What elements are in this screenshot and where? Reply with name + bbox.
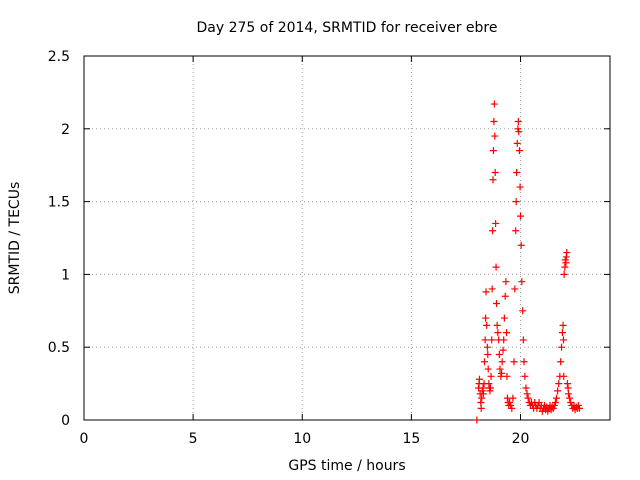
data-point: [563, 249, 571, 257]
y-tick-label: 0: [61, 413, 70, 429]
y-tick-label: 1.5: [48, 195, 70, 211]
data-point: [516, 183, 524, 191]
data-point: [560, 270, 568, 278]
data-point: [484, 365, 492, 373]
data-point: [559, 321, 567, 329]
data-point: [499, 346, 507, 354]
data-point: [491, 168, 499, 176]
data-point: [479, 390, 487, 398]
data-point: [481, 358, 489, 366]
data-point: [512, 227, 520, 235]
data-point: [482, 288, 490, 296]
data-point: [522, 384, 530, 392]
data-point: [488, 336, 496, 344]
data-point: [489, 227, 497, 235]
data-point: [560, 372, 568, 380]
y-tick-label: 2.5: [48, 49, 70, 65]
data-point: [495, 350, 503, 358]
data-point: [512, 198, 520, 206]
data-point: [554, 387, 562, 395]
x-tick-label: 20: [512, 431, 530, 447]
data-point: [520, 358, 528, 366]
data-point: [492, 263, 500, 271]
data-point: [514, 118, 522, 126]
grid-lines: [84, 56, 610, 420]
data-point: [485, 380, 493, 388]
y-tick-label: 1: [61, 267, 70, 283]
x-axis-label: GPS time / hours: [288, 458, 405, 474]
data-point: [519, 307, 527, 315]
y-axis-label: SRMTID / TECUs: [7, 182, 23, 295]
x-tick-label: 10: [293, 431, 311, 447]
data-point: [503, 372, 511, 380]
data-point: [553, 394, 561, 402]
data-point: [478, 394, 486, 402]
data-point: [508, 404, 516, 412]
plot-border: [83, 55, 611, 421]
data-point: [563, 380, 571, 388]
data-point: [489, 176, 497, 184]
data-point: [492, 219, 500, 227]
data-point: [509, 394, 517, 402]
axis-ticks: 0 5 10 15 20 0 0.5 1 1.5 2 2.5: [48, 49, 610, 447]
data-point: [557, 358, 565, 366]
data-point: [483, 321, 491, 329]
data-point: [521, 372, 529, 380]
chart-title: Day 275 of 2014, SRMTID for receiver ebr…: [197, 20, 498, 36]
data-point: [502, 278, 510, 286]
data-point: [488, 285, 496, 293]
data-point: [475, 375, 483, 383]
data-point: [489, 147, 497, 155]
x-tick-label: 5: [189, 431, 198, 447]
data-point: [496, 365, 504, 373]
data-point: [473, 416, 481, 424]
data-point: [515, 128, 523, 136]
data-point: [501, 292, 509, 300]
data-point: [558, 343, 566, 351]
data-point: [518, 278, 526, 286]
data-point: [494, 329, 502, 337]
data-point: [555, 380, 563, 388]
y-tick-label: 0.5: [48, 340, 70, 356]
data-point: [483, 343, 491, 351]
data-point: [519, 336, 527, 344]
data-point: [482, 314, 490, 322]
data-point: [490, 100, 498, 108]
data-point: [524, 394, 532, 402]
data-point: [561, 263, 569, 271]
data-point: [481, 336, 489, 344]
data-point: [513, 168, 521, 176]
data-point: [566, 394, 574, 402]
data-point: [490, 118, 498, 126]
data-point: [500, 314, 508, 322]
data-point: [515, 147, 523, 155]
data-point: [565, 390, 573, 398]
x-tick-label: 15: [402, 431, 420, 447]
data-point: [486, 384, 494, 392]
data-point: [477, 404, 485, 412]
data-point: [551, 399, 559, 407]
data-point: [500, 336, 508, 344]
data-point: [498, 358, 506, 366]
data-point: [498, 369, 506, 377]
data-point: [484, 350, 492, 358]
data-point: [560, 336, 568, 344]
data-point: [491, 132, 499, 140]
data-point: [523, 390, 531, 398]
data-points: [473, 100, 583, 424]
data-point: [575, 404, 583, 412]
data-point: [513, 139, 521, 147]
data-point: [558, 329, 566, 337]
data-point: [510, 358, 518, 366]
x-tick-label: 0: [80, 431, 89, 447]
data-point: [487, 372, 495, 380]
data-point: [493, 300, 501, 308]
y-tick-label: 2: [61, 122, 70, 138]
data-point: [511, 285, 519, 293]
data-point: [517, 212, 525, 220]
data-point: [503, 329, 511, 337]
data-point: [493, 321, 501, 329]
data-point: [517, 241, 525, 249]
